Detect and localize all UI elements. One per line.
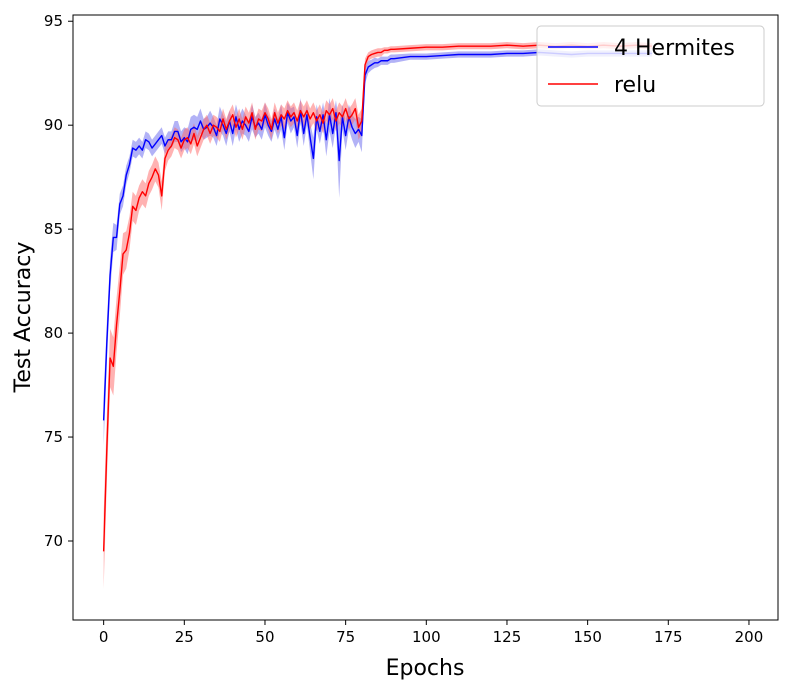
series-line-relu (102, 44, 653, 552)
series-line-4-hermites (102, 51, 653, 421)
x-tick-label: 150 (573, 628, 602, 646)
x-tick-label: 125 (493, 628, 522, 646)
legend-box (536, 25, 765, 107)
x-tick-label: 175 (654, 628, 683, 646)
x-tick-label: 25 (175, 628, 194, 646)
legend-label-relu: relu (614, 73, 656, 98)
y-tick-label: 90 (44, 116, 63, 134)
legend-label-4-hermites: 4 Hermites (614, 36, 735, 61)
x-tick-label: 200 (735, 628, 764, 646)
x-tick-label: 50 (255, 628, 274, 646)
y-tick-label: 85 (44, 220, 63, 238)
y-tick-label: 70 (44, 532, 63, 550)
y-tick-label: 75 (44, 428, 63, 446)
x-axis-ticks: 0 25 50 75 100 125 150 175 200 (99, 620, 763, 646)
x-axis-title: Epochs (386, 656, 465, 681)
y-tick-label: 95 (44, 12, 63, 30)
legend: 4 Hermites relu (536, 25, 765, 107)
y-tick-label: 80 (44, 324, 63, 342)
x-tick-label: 100 (412, 628, 441, 646)
x-tick-label: 0 (99, 628, 109, 646)
plot-area-frame (72, 14, 779, 621)
x-tick-label: 75 (336, 628, 355, 646)
y-axis-ticks: 70 75 80 85 90 95 (44, 12, 73, 550)
y-axis-title: Test Accuracy (11, 242, 36, 394)
series-lines (102, 44, 653, 552)
